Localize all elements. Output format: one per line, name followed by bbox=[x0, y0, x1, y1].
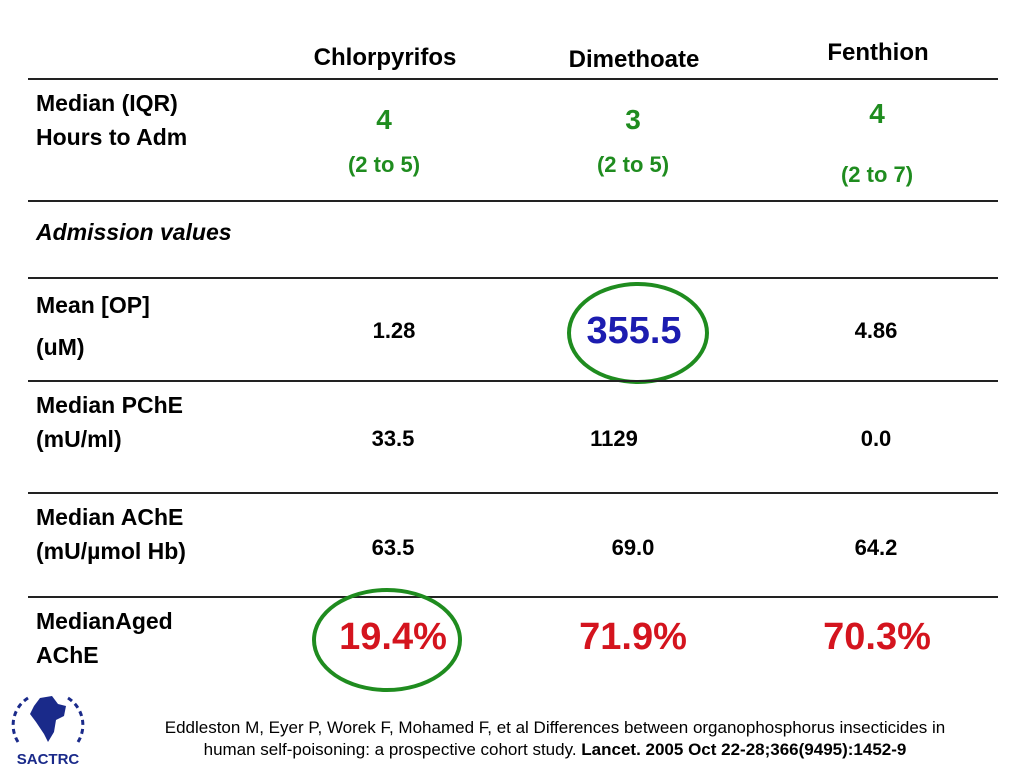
highlight-circle-chlorpyrifos-aged bbox=[312, 588, 462, 692]
aged-chlorpyrifos: 19.4% bbox=[339, 616, 447, 658]
row-label-pche: Median PChE (mU/ml) bbox=[36, 392, 183, 452]
pche-chlorpyrifos: 33.5 bbox=[371, 426, 415, 451]
mean-op-dimethoate: 355.5 bbox=[586, 310, 682, 352]
table-rule bbox=[28, 200, 998, 202]
pche-fenthion: 0.0 bbox=[860, 426, 892, 451]
hours-dimethoate-value: 3 bbox=[625, 104, 641, 135]
hours-chlorpyrifos-value: 4 bbox=[376, 104, 392, 135]
sactrc-logo: SACTRC bbox=[6, 684, 90, 768]
column-header-fenthion: Fenthion bbox=[827, 39, 929, 66]
column-header-dimethoate: Dimethoate bbox=[568, 46, 700, 73]
hours-fenthion-value: 4 bbox=[869, 98, 885, 129]
table-rule bbox=[28, 380, 998, 382]
mean-op-chlorpyrifos: 1.28 bbox=[372, 318, 416, 343]
ache-chlorpyrifos: 63.5 bbox=[371, 535, 415, 560]
citation-line1: Eddleston M, Eyer P, Worek F, Mohamed F,… bbox=[164, 718, 946, 737]
hours-chlorpyrifos-range: (2 to 5) bbox=[347, 152, 421, 177]
hours-dimethoate-range: (2 to 5) bbox=[596, 152, 670, 177]
aged-dimethoate: 71.9% bbox=[579, 616, 687, 658]
table-rule bbox=[28, 596, 998, 598]
india-map-logo-icon: SACTRC bbox=[11, 696, 85, 768]
row-label-mean-op: Mean [OP] (uM) bbox=[36, 292, 150, 360]
column-header-chlorpyrifos: Chlorpyrifos bbox=[313, 44, 457, 71]
row-label-aged-ache: MedianAged AChE bbox=[36, 608, 173, 668]
hours-fenthion-range: (2 to 7) bbox=[840, 162, 914, 187]
pche-dimethoate: 1129 bbox=[590, 426, 638, 451]
table-rule-top bbox=[28, 78, 998, 80]
row-label-ache: Median AChE (mU/µmol Hb) bbox=[36, 504, 186, 564]
table-rule bbox=[28, 492, 998, 494]
ache-dimethoate: 69.0 bbox=[611, 535, 655, 560]
highlight-circle-dimethoate-op bbox=[567, 282, 709, 384]
ache-fenthion: 64.2 bbox=[854, 535, 898, 560]
logo-text: SACTRC bbox=[17, 751, 80, 768]
section-label-admission: Admission values bbox=[36, 219, 232, 245]
aged-fenthion: 70.3% bbox=[823, 616, 931, 658]
citation: Eddleston M, Eyer P, Worek F, Mohamed F,… bbox=[90, 717, 1020, 761]
table-rule bbox=[28, 277, 998, 279]
row-label-hours: Median (IQR) Hours to Adm bbox=[36, 90, 188, 150]
citation-line2: human self-poisoning: a prospective coho… bbox=[203, 740, 907, 759]
mean-op-fenthion: 4.86 bbox=[854, 318, 898, 343]
